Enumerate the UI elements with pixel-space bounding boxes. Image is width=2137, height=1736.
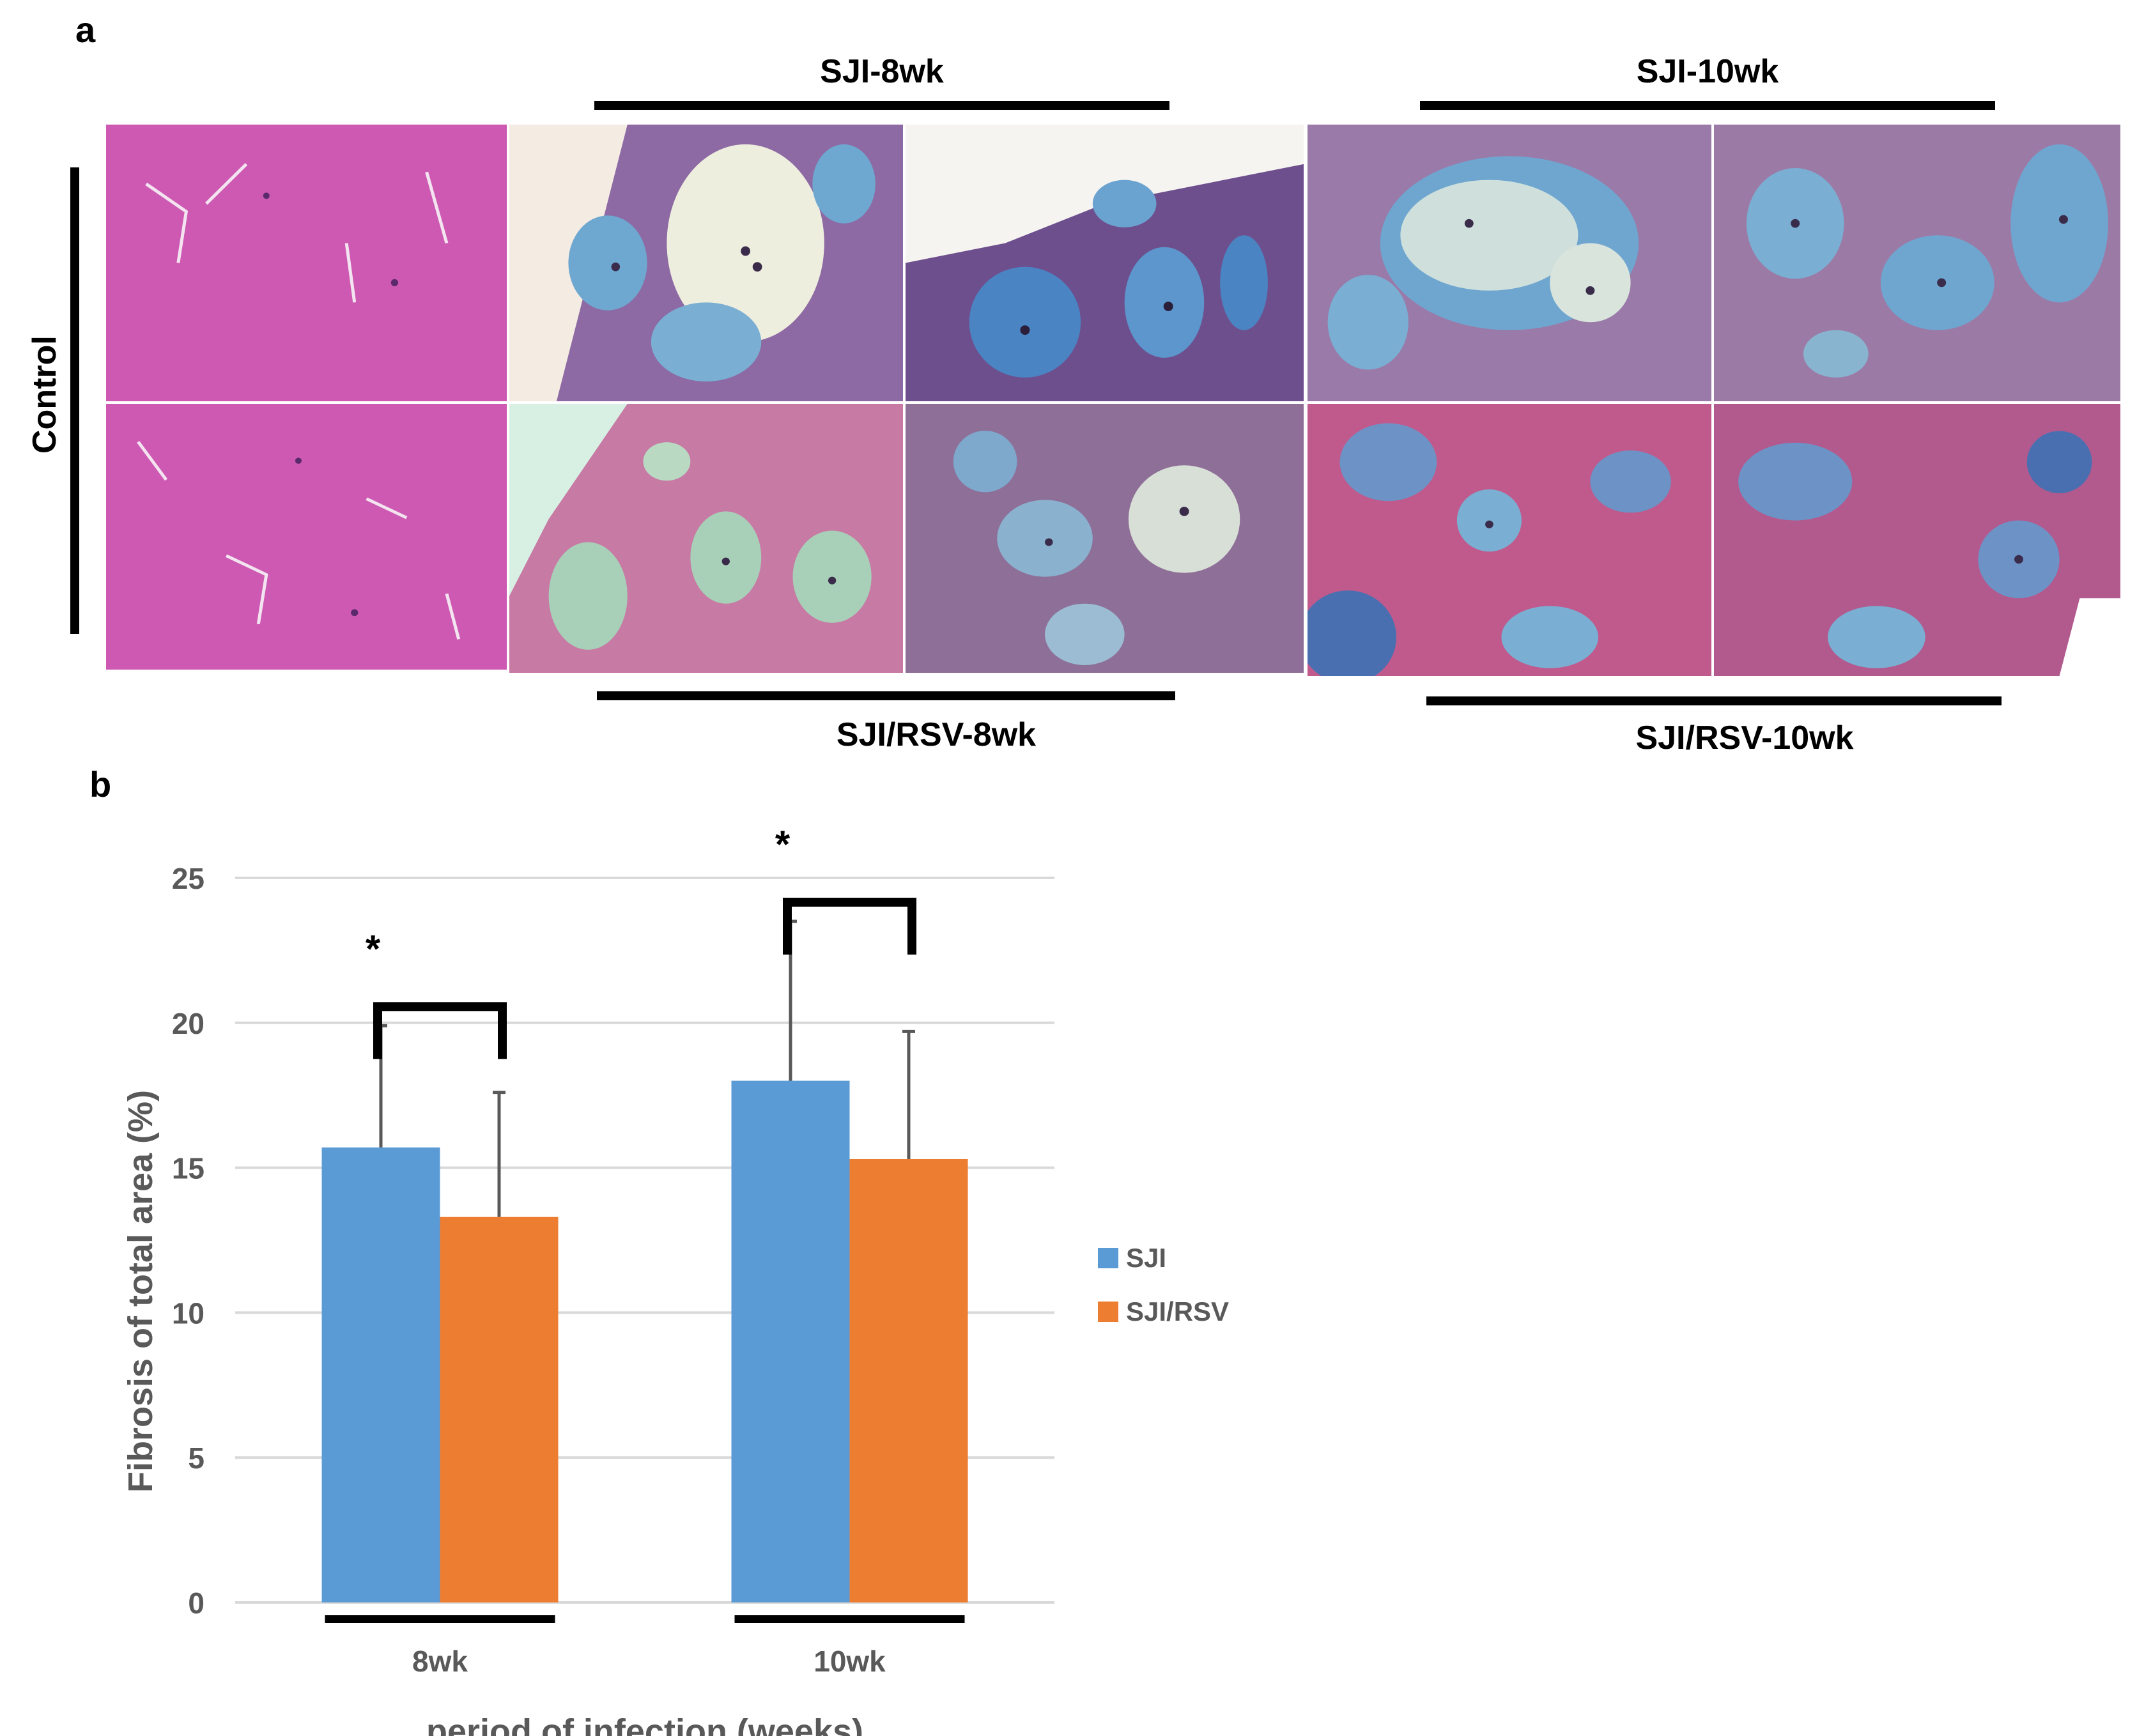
x-tick-label: 8wk [412, 1645, 468, 1678]
x-tick-label: 10wk [814, 1645, 886, 1678]
micrograph-sji-10wk-2 [1713, 123, 2122, 403]
group-bar-sji-rsv-8wk [597, 691, 1175, 700]
group-label-sji-rsv-8wk: SJI/RSV-8wk [836, 716, 1037, 753]
micrograph-sji-rsv-10wk-2 [1713, 403, 2122, 677]
micrograph-control-bottom [105, 403, 508, 671]
group-bar-sji-rsv-10wk [1426, 696, 2002, 705]
y-tick-label: 25 [172, 862, 204, 895]
legend-label: SJI [1126, 1243, 1166, 1273]
micrograph-sji-10wk-1 [1306, 123, 1713, 403]
row-label-control: Control [26, 335, 63, 454]
x-axis-label: period of infection (weeks) [426, 1712, 863, 1736]
y-tick-label: 15 [172, 1152, 204, 1185]
bar [440, 1217, 559, 1602]
micrograph-control-top [105, 123, 508, 403]
significance-marker: * [366, 927, 381, 970]
micrograph-sji-8wk-1 [508, 123, 904, 403]
y-tick-label: 5 [188, 1441, 204, 1475]
category-underline [325, 1615, 555, 1623]
bar-chart: * * 0 5 10 15 20 25 8wk 10wk period of infection … [121, 823, 1229, 1736]
panel-b-letter: b [89, 764, 112, 804]
legend-swatch [1098, 1302, 1118, 1322]
micrograph-sji-rsv-8wk-1 [508, 403, 904, 674]
y-tick-label: 10 [172, 1296, 204, 1330]
category-underline [734, 1615, 965, 1623]
micrograph-sji-rsv-8wk-2 [904, 403, 1305, 674]
micrograph-sji-rsv-10wk-1 [1306, 403, 1713, 677]
group-label-sji-10wk: SJI-10wk [1636, 53, 1779, 90]
bar [321, 1147, 440, 1602]
bar [849, 1158, 968, 1602]
panel-a-letter: a [75, 10, 96, 50]
significance-bracket [373, 1002, 507, 1059]
y-tick-label: 0 [188, 1586, 204, 1620]
significance-bracket [783, 898, 916, 955]
group-bar-sji-8wk [594, 101, 1169, 110]
bar [731, 1080, 850, 1602]
legend-label: SJI/RSV [1126, 1296, 1229, 1326]
legend-swatch [1098, 1248, 1118, 1268]
micrograph-sji-8wk-2 [904, 123, 1305, 403]
group-label-sji-8wk: SJI-8wk [820, 53, 944, 90]
group-bar-sji-10wk [1420, 101, 1995, 110]
control-bar [70, 167, 79, 634]
y-tick-label: 20 [172, 1007, 204, 1040]
y-axis-label: Fibrosis of total area (%) [121, 1090, 160, 1493]
significance-marker: * [775, 823, 791, 866]
group-label-sji-rsv-10wk: SJI/RSV-10wk [1635, 719, 1854, 757]
